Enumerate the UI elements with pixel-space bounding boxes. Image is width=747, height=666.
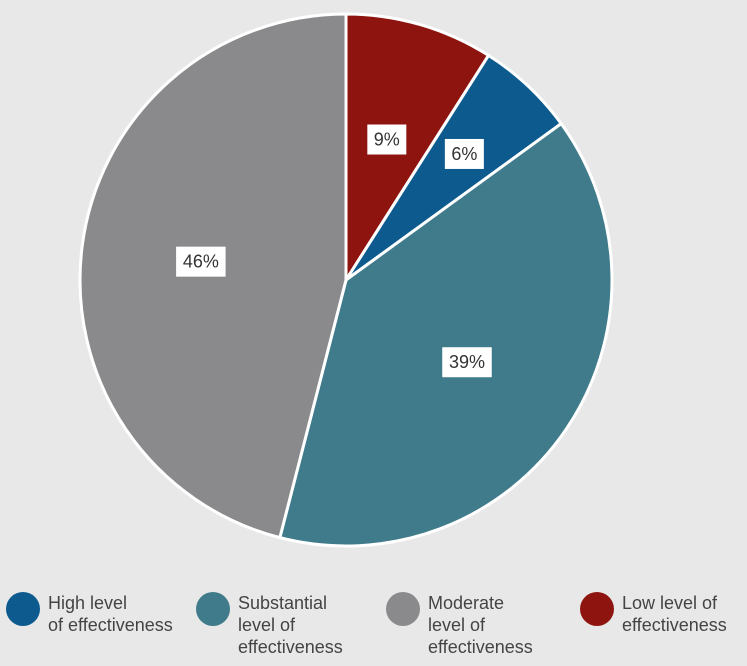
slice-label-text-0: 9% bbox=[374, 130, 400, 150]
legend-label-low: Low level of effectiveness bbox=[622, 593, 727, 635]
slice-label-text-2: 39% bbox=[449, 352, 485, 372]
legend-item-substantial: Substantial level of effectiveness bbox=[196, 592, 343, 658]
slice-label-box-0 bbox=[367, 124, 407, 155]
legend-swatch-substantial bbox=[196, 592, 230, 626]
legend-swatch-low bbox=[580, 592, 614, 626]
legend-swatch-high bbox=[6, 592, 40, 626]
pie-slice-0 bbox=[344, 12, 491, 282]
legend-item-low: Low level of effectiveness bbox=[580, 592, 727, 636]
slice-label-box-1 bbox=[444, 138, 484, 169]
slice-label-text-1: 6% bbox=[451, 144, 477, 164]
legend-label-high: High level of effectiveness bbox=[48, 593, 173, 635]
slice-label-box-3 bbox=[176, 246, 226, 277]
slice-label-text-3: 46% bbox=[183, 252, 219, 272]
legend-item-moderate: Moderate level of effectiveness bbox=[386, 592, 533, 658]
slice-label-3: 46% bbox=[176, 246, 226, 277]
slice-label-2: 39% bbox=[442, 347, 492, 378]
pie-slice-2 bbox=[278, 122, 614, 548]
legend-item-high: High level of effectiveness bbox=[6, 592, 173, 636]
pie-chart-svg: 9% 6% 39% 46% bbox=[78, 12, 614, 548]
slice-label-1: 6% bbox=[444, 138, 484, 169]
legend-label-moderate: Moderate level of effectiveness bbox=[428, 593, 533, 657]
chart-legend: High level of effectiveness Substantial … bbox=[0, 592, 747, 666]
slice-label-box-2 bbox=[442, 347, 492, 378]
legend-swatch-moderate bbox=[386, 592, 420, 626]
legend-label-substantial: Substantial level of effectiveness bbox=[238, 593, 343, 657]
slice-label-0: 9% bbox=[367, 124, 407, 155]
